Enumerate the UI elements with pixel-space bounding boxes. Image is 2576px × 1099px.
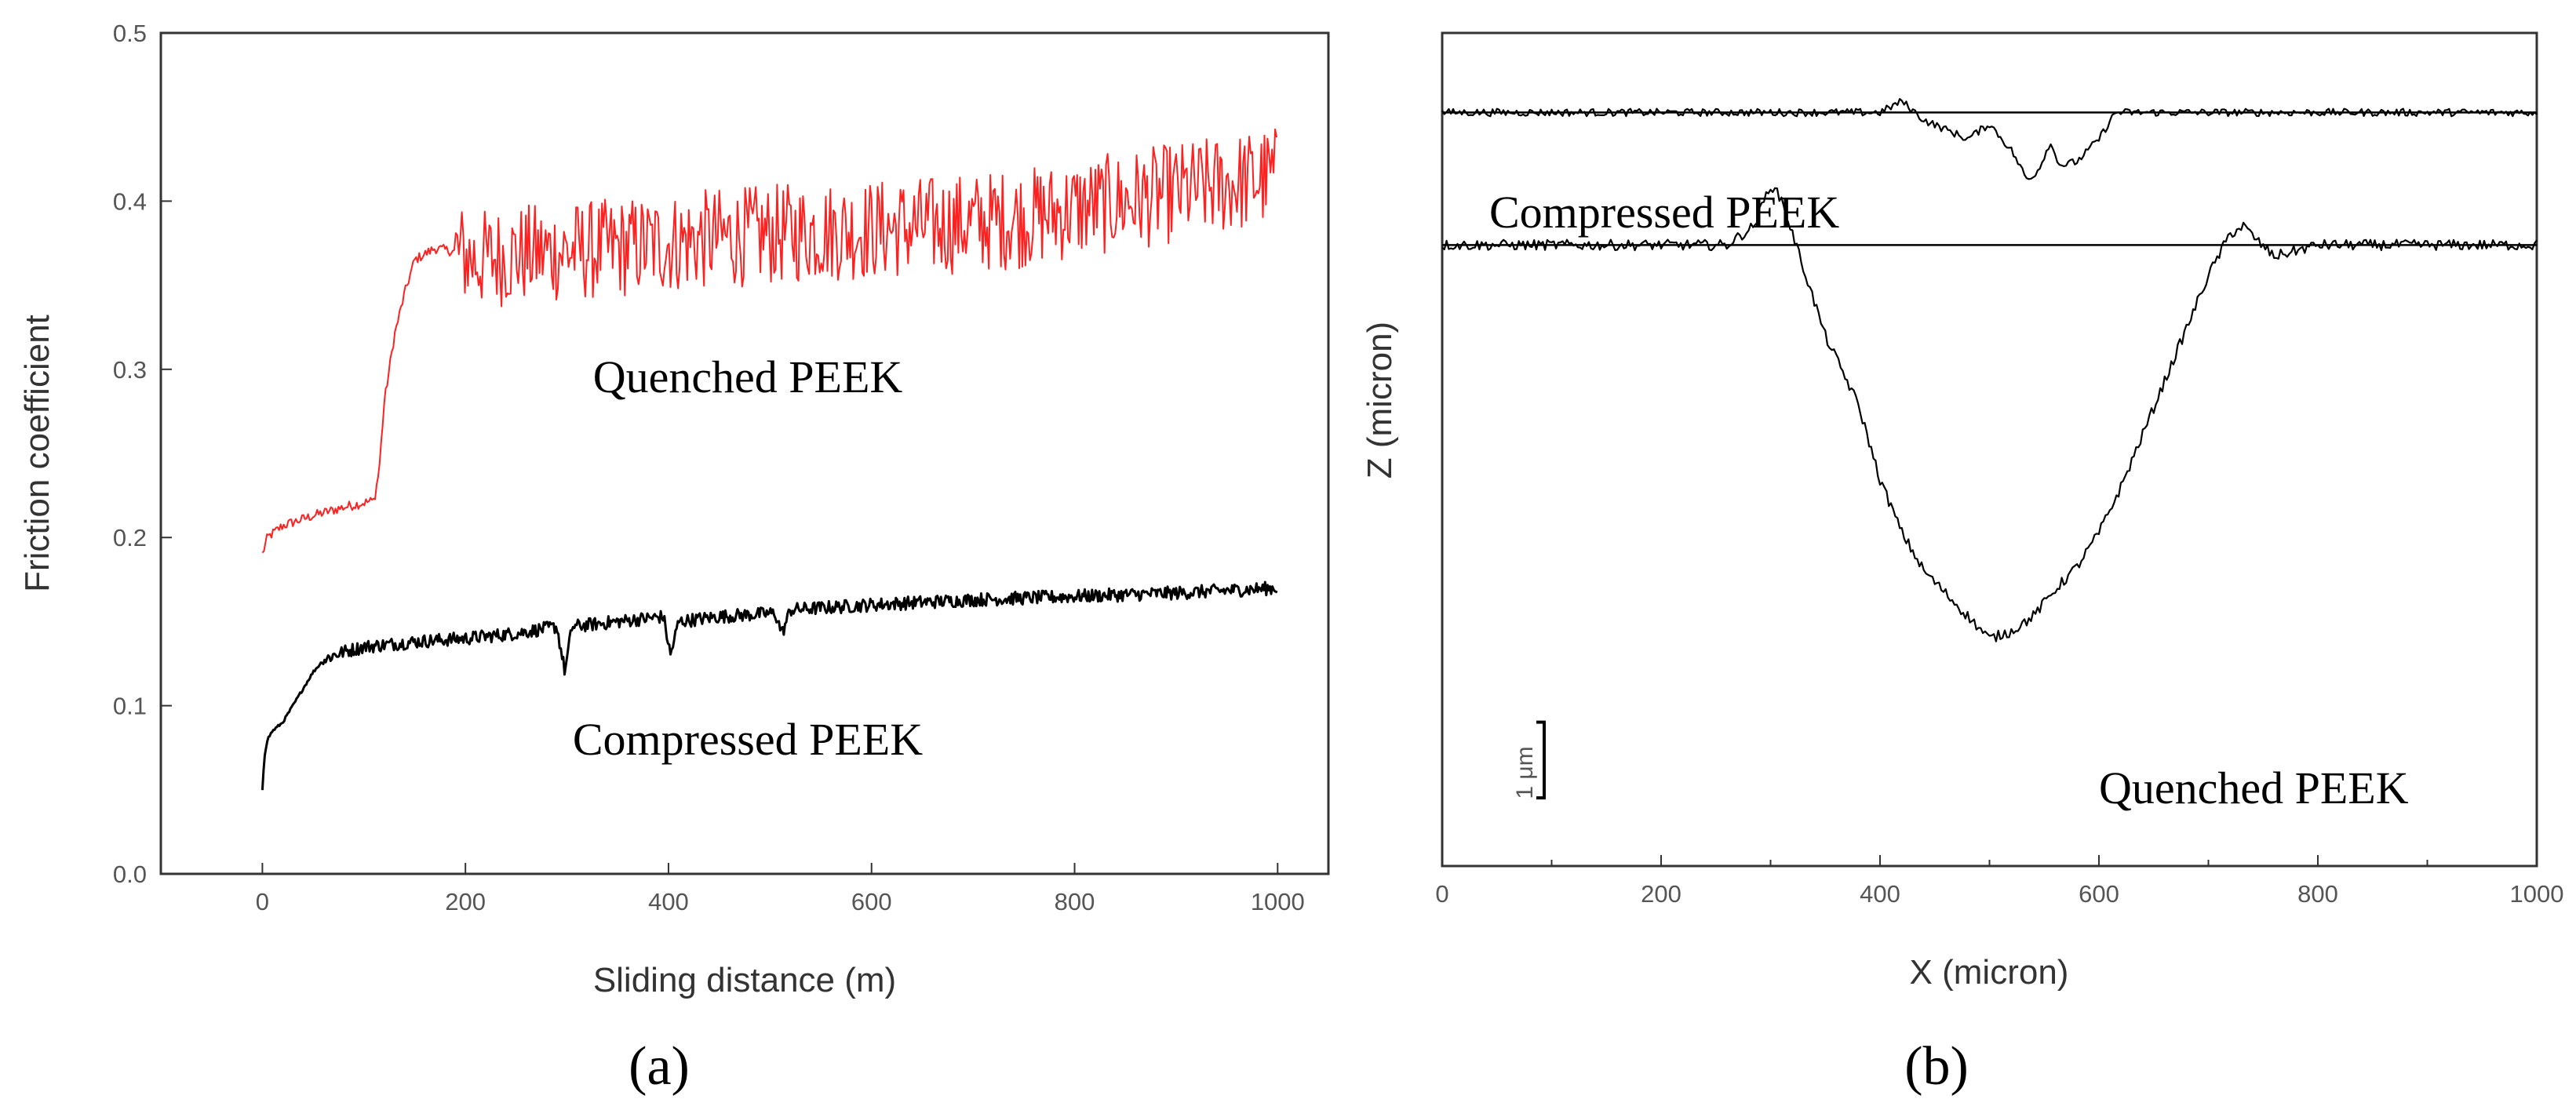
panel-b-scale-bar-label: 1 μm: [1512, 746, 1538, 799]
panel-b-y-axis-title: Z (micron): [1361, 322, 1399, 479]
panel-a-x-axis-title: Sliding distance (m): [593, 961, 896, 999]
panel-b-x-axis: 0 200 400 600 800 1000: [1435, 855, 2563, 908]
panel-b-label: (b): [1904, 1036, 1969, 1097]
panel-b-x-tick-label: 400: [1860, 880, 1900, 908]
panel-b-compressed-label: Compressed PEEK: [1489, 187, 1839, 238]
panel-b-x-axis-title: X (micron): [1910, 953, 2069, 992]
panel-a-quenched-label: Quenched PEEK: [593, 351, 903, 402]
panel-a-series-group: [261, 128, 1278, 791]
panel-a-label: (a): [629, 1036, 690, 1097]
panel-b-series-group: [1441, 98, 2538, 642]
panel-a-y-tick-label: 0.3: [113, 356, 147, 384]
panel-b-x-tick-label: 200: [1641, 880, 1682, 908]
panel-b-x-tick-label: 600: [2079, 880, 2119, 908]
panel-a-y-tick-label: 0.4: [113, 187, 147, 215]
panel-b-x-tick-label: 800: [2297, 880, 2338, 908]
panel-a-y-axis: 0.0 0.1 0.2 0.3 0.4 0.5: [113, 20, 172, 888]
panel-a-friction-chart: 0 200 400 600 800 1000 0.0 0.1 0.2 0.3 0.4 0.5 Sli…: [18, 20, 1330, 1097]
panel-b-x-tick-label: 0: [1435, 880, 1448, 908]
panel-b-quenched-profile: [1441, 187, 2538, 642]
panel-b-profile-chart: 0 200 400 600 800 1000 X (micron) Z (micron) …: [1361, 31, 2563, 1097]
panel-a-y-tick-label: 0.1: [113, 693, 147, 720]
panel-b-x-tick-label: 1000: [2510, 880, 2564, 908]
panel-a-x-tick-label: 400: [648, 888, 689, 915]
panel-a-x-tick-label: 200: [445, 888, 486, 915]
panel-a-y-tick-label: 0.5: [113, 20, 147, 47]
panel-a-quenched-series-line: [261, 128, 1277, 554]
panel-a-x-axis: 0 200 400 600 800 1000: [256, 863, 1305, 915]
panel-a-y-tick-label: 0.2: [113, 524, 147, 551]
panel-b-quenched-label: Quenched PEEK: [2099, 762, 2409, 813]
panel-a-y-tick-label: 0.0: [113, 861, 147, 888]
panel-a-compressed-label: Compressed PEEK: [573, 714, 923, 765]
panel-a-y-axis-title: Friction coefficient: [18, 315, 56, 592]
panel-b-compressed-profile: [1441, 98, 2538, 180]
panel-b-plot-frame: [1441, 31, 2538, 868]
panel-b-scale-bar-line: [1536, 720, 1546, 800]
panel-a-x-tick-label: 800: [1055, 888, 1095, 915]
panel-a-compressed-series-line: [261, 580, 1278, 791]
panel-b-scale-bar: 1 μm: [1512, 720, 1546, 800]
panel-a-x-tick-label: 600: [851, 888, 892, 915]
panel-a-x-tick-label: 0: [256, 888, 269, 915]
panel-a-plot-frame: [159, 31, 1330, 875]
panel-a-x-tick-label: 1000: [1251, 888, 1305, 915]
